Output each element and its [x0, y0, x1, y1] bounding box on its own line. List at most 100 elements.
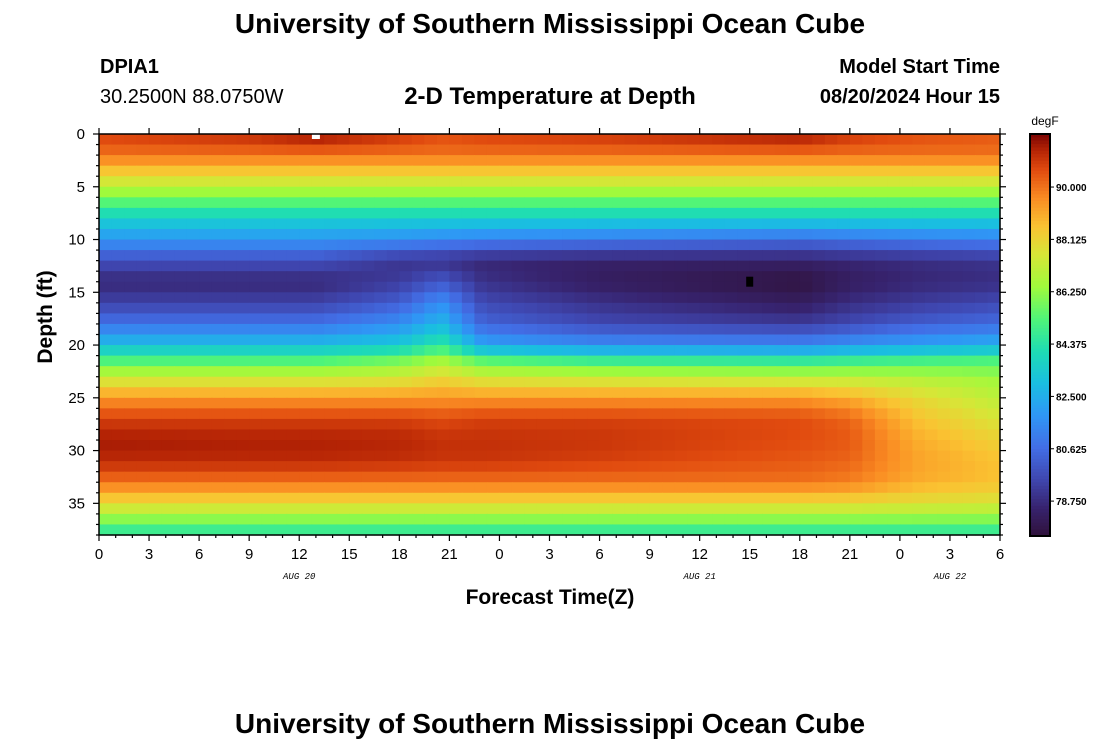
colorbar-segment [1030, 144, 1050, 148]
heatmap-cell [311, 134, 325, 146]
heatmap-cell [374, 134, 388, 146]
heatmap-cell [762, 313, 776, 325]
heatmap-cell [99, 207, 113, 220]
heatmap-cell [837, 376, 851, 388]
heatmap-cell [211, 408, 225, 420]
heatmap-cell [874, 197, 888, 209]
heatmap-cell [899, 250, 913, 262]
heatmap-cell [536, 461, 551, 473]
heatmap-cell [624, 492, 638, 504]
heatmap-cell [737, 313, 751, 325]
heatmap-cell [687, 492, 701, 504]
heatmap-cell [99, 218, 113, 230]
heatmap-cell [374, 292, 388, 304]
heatmap-cell [374, 482, 388, 494]
heatmap-cell [587, 524, 601, 536]
heatmap-cell [662, 387, 676, 399]
heatmap-cell [749, 197, 763, 209]
heatmap-cell [737, 471, 751, 483]
heatmap-cell [562, 250, 576, 262]
heatmap-cell [762, 250, 776, 262]
heatmap-cell [874, 313, 888, 325]
heatmap-cell [411, 408, 425, 420]
heatmap-cell [824, 345, 838, 357]
heatmap-cell [149, 524, 163, 536]
heatmap-cell [774, 345, 788, 357]
heatmap-cell [849, 218, 863, 230]
heatmap-cell [436, 207, 450, 220]
heatmap-cell [949, 155, 964, 167]
heatmap-cell [474, 429, 488, 441]
heatmap-cell [474, 387, 488, 399]
heatmap-cell [324, 260, 338, 272]
heatmap-cell [161, 429, 175, 441]
heatmap-cell [336, 134, 350, 146]
heatmap-cell [474, 482, 488, 494]
heatmap-cell [99, 134, 113, 146]
heatmap-cell [536, 524, 551, 536]
heatmap-cell [674, 197, 688, 209]
heatmap-cell [349, 323, 363, 336]
heatmap-cell [486, 397, 501, 409]
heatmap-cell [411, 429, 425, 441]
heatmap-cell [712, 207, 726, 220]
heatmap-cell [799, 239, 813, 251]
heatmap-cell [261, 355, 275, 367]
heatmap-cell [549, 366, 563, 378]
heatmap-cell [612, 408, 626, 420]
heatmap-cell [812, 313, 826, 325]
heatmap-cell [912, 165, 926, 177]
page-title: University of Southern Mississippi Ocean… [234, 8, 866, 39]
heatmap-cell [324, 228, 338, 241]
heatmap-cell [211, 313, 225, 325]
heatmap-cell [361, 313, 375, 325]
heatmap-cell [449, 461, 463, 473]
heatmap-cell [449, 260, 463, 272]
heatmap-cell [624, 450, 638, 462]
heatmap-cell [286, 440, 300, 452]
heatmap-cell [136, 461, 150, 473]
heatmap-cell [424, 292, 438, 304]
heatmap-cell [186, 492, 200, 504]
heatmap-cell [662, 197, 676, 209]
heatmap-cell [336, 197, 350, 209]
heatmap-cell [799, 397, 813, 409]
heatmap-cell [799, 418, 813, 431]
heatmap-cell [862, 155, 876, 167]
heatmap-cell [849, 334, 863, 346]
heatmap-cell [374, 155, 388, 167]
heatmap-cell [649, 218, 663, 230]
heatmap-cell [211, 482, 225, 494]
heatmap-cell [286, 345, 300, 357]
heatmap-cell [849, 134, 863, 146]
heatmap-cell [549, 165, 563, 177]
heatmap-cell [712, 387, 726, 399]
heatmap-cell [724, 134, 738, 146]
heatmap-cell [924, 260, 939, 272]
heatmap-cell [862, 260, 876, 272]
heatmap-cell [562, 471, 576, 483]
colorbar-segment [1030, 301, 1050, 306]
heatmap-cell [824, 471, 838, 483]
heatmap-cell [136, 144, 150, 156]
heatmap-cell [899, 397, 913, 409]
heatmap-cell [324, 387, 338, 399]
heatmap-cell [486, 524, 501, 536]
heatmap-cell [549, 271, 563, 283]
heatmap-cell [762, 239, 776, 251]
heatmap-cell [774, 440, 788, 452]
heatmap-cell [524, 207, 538, 220]
heatmap-cell [374, 334, 388, 346]
heatmap-cell [812, 176, 826, 188]
heatmap-cell [899, 239, 913, 251]
heatmap-cell [386, 492, 400, 504]
heatmap-cell [211, 471, 225, 483]
heatmap-cell [674, 345, 688, 357]
heatmap-cell [674, 134, 688, 146]
heatmap-cell [949, 165, 964, 177]
heatmap-cell [587, 228, 601, 241]
heatmap-cell [161, 418, 175, 431]
heatmap-cell [324, 492, 338, 504]
heatmap-cell [411, 228, 425, 241]
heatmap-cell [136, 492, 150, 504]
